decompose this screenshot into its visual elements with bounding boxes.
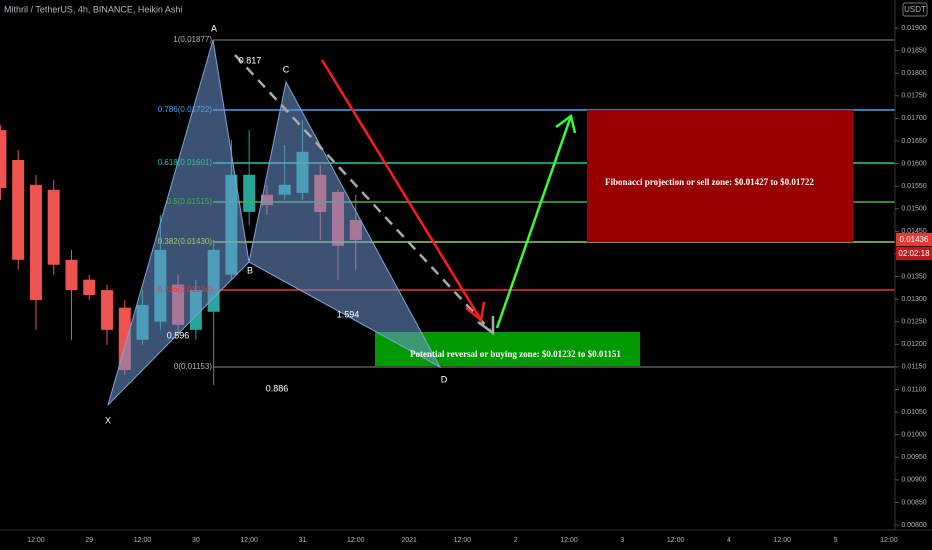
y-tick-label: 0.01650	[901, 138, 926, 145]
fib-label: 0.236(0.01324)	[158, 285, 213, 294]
point-label: C	[283, 64, 290, 74]
sell-zone	[587, 110, 853, 242]
ratio-label: 0.886	[266, 383, 289, 393]
currency: USDT	[904, 5, 926, 14]
y-tick-label: 0.01300	[901, 296, 926, 303]
candle-body	[47, 189, 60, 265]
y-tick-label: 0.01600	[901, 160, 926, 167]
y-tick-label: 0.01900	[901, 25, 926, 32]
x-tick-label: 4	[727, 537, 731, 544]
x-tick-label: 12:00	[134, 537, 152, 544]
candle-body	[0, 130, 7, 188]
fib-label: 0.618(0.01601)	[158, 158, 213, 167]
price-tag-value: 0.01436	[900, 235, 929, 244]
price-tag	[896, 233, 932, 246]
ratio-label: 0.596	[167, 330, 190, 340]
fib-label: 0(0.01153)	[174, 362, 212, 371]
x-tick-label: 30	[192, 537, 200, 544]
y-tick-label: 0.01800	[901, 70, 926, 77]
x-tick-label: 12:00	[560, 537, 578, 544]
point-label: X	[105, 415, 111, 425]
candle-body	[243, 174, 256, 212]
countdown-tag	[896, 247, 932, 260]
x-tick-label: 2	[514, 537, 518, 544]
arrow-head	[555, 113, 577, 134]
x-tick-label: 29	[85, 537, 93, 544]
x-tick-label: 31	[299, 537, 307, 544]
x-tick-label: 3	[620, 537, 624, 544]
y-tick-label: 0.01050	[901, 409, 926, 416]
dashed-arrow	[234, 54, 491, 331]
arrow-head	[477, 316, 495, 336]
y-tick-label: 0.01450	[901, 228, 926, 235]
y-tick-label: 0.01500	[901, 206, 926, 213]
y-tick-label: 0.01850	[901, 47, 926, 54]
buy-zone-label: Potential reversal or buying zone: $0.01…	[410, 349, 621, 359]
x-tick-label: 12:00	[240, 537, 258, 544]
candle-body	[101, 290, 114, 330]
y-tick-label: 0.01100	[902, 386, 927, 393]
x-tick-label: 12:00	[774, 537, 792, 544]
x-tick-label: 12:00	[347, 537, 365, 544]
red-arrow	[320, 59, 483, 321]
fib-label: 1(0.01877)	[173, 35, 212, 44]
candle-body	[65, 259, 78, 291]
currency-box	[902, 2, 928, 17]
candle-body	[83, 279, 96, 296]
x-tick-label: 12:00	[880, 537, 898, 544]
candle-body	[29, 184, 42, 301]
green-arrow	[495, 115, 573, 329]
x-tick-label: 12:00	[667, 537, 685, 544]
y-tick-label: 0.00900	[901, 477, 926, 484]
fib-label: 0.786(0.01722)	[158, 105, 213, 114]
ratio-label: 1.594	[337, 309, 360, 319]
sell-zone-label: Fibonacci projection or sell zone: $0.01…	[605, 177, 814, 187]
pattern-xab	[107, 39, 250, 406]
header-title: Mithril / TetherUS, 4h, BINANCE, Heikin …	[4, 4, 182, 14]
candle-body	[12, 159, 25, 260]
y-tick-label: 0.01150	[902, 364, 927, 371]
y-tick-label: 0.01200	[901, 341, 926, 348]
pattern-bcd	[248, 80, 442, 369]
y-tick-label: 0.01000	[901, 432, 926, 439]
point-label: D	[441, 374, 448, 384]
point-label: B	[247, 265, 253, 275]
y-tick-label: 0.01250	[901, 319, 926, 326]
arrow-head	[465, 301, 486, 323]
price-axis: 0.01900 0.01850 0.01800 0.01750 0.01700 0.016…	[895, 25, 927, 529]
y-tick-label: 0.01550	[901, 183, 926, 190]
y-tick-label: 0.01350	[901, 273, 926, 280]
y-tick-label: 0.01700	[901, 115, 926, 122]
fib-label: 0.5(0.01515)	[167, 197, 213, 206]
x-tick-label: 12:00	[454, 537, 472, 544]
fib-label: 0.382(0.01430)	[158, 237, 213, 246]
y-tick-label: 0.01750	[901, 93, 926, 100]
countdown: 02:02:18	[898, 249, 930, 258]
x-tick-label: 5	[834, 537, 838, 544]
point-label: A	[211, 23, 217, 33]
y-tick-label: 0.00950	[901, 454, 926, 461]
y-tick-label: 0.00800	[901, 522, 926, 529]
x-tick-label: 12:00	[27, 537, 45, 544]
ratio-label: 0.817	[239, 55, 262, 65]
y-tick-label: 0.00850	[901, 499, 926, 506]
x-tick-label: 2021	[401, 537, 417, 544]
